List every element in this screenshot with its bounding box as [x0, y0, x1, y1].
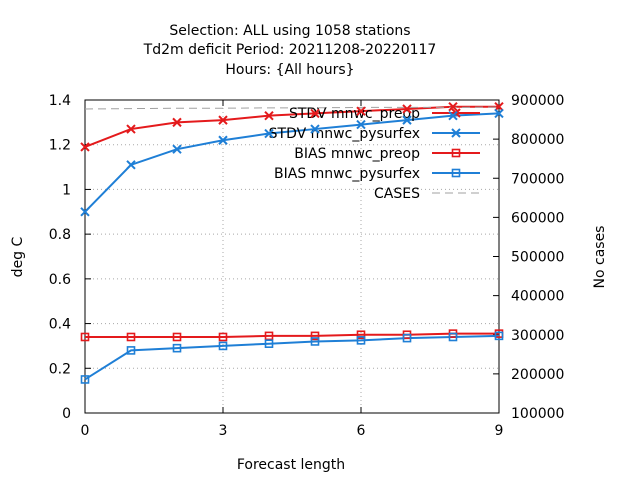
- data-point-1: [218, 135, 228, 145]
- y2-tick-label: 300000: [511, 328, 564, 344]
- y-tick-label: 0.6: [49, 272, 71, 288]
- data-point-3: [494, 331, 504, 341]
- data-point-0: [264, 110, 274, 121]
- data-point-3: [402, 333, 412, 343]
- data-point-3: [172, 343, 182, 353]
- y-tick-label: 0.2: [49, 361, 71, 377]
- data-point-2: [80, 332, 90, 342]
- data-point-0: [356, 106, 366, 116]
- data-point-0: [448, 102, 458, 112]
- chart-title-line-3: Hours: {All hours}: [225, 62, 354, 78]
- series-line-4: [84, 106, 500, 110]
- y2-tick-label: 600000: [511, 210, 564, 226]
- data-point-0: [402, 104, 412, 114]
- legend-label-4: CASES: [374, 186, 420, 202]
- data-point-3: [310, 337, 320, 346]
- data-point-3: [448, 332, 458, 342]
- y2-tick-label: 400000: [511, 289, 564, 305]
- legend-swatch-marker-1: [451, 128, 461, 138]
- y-tick-label: 1.4: [49, 93, 71, 109]
- data-point-1: [494, 108, 504, 119]
- data-point-3: [218, 341, 228, 351]
- y-axis-label: deg C: [10, 236, 26, 277]
- y2-tick-label: 500000: [511, 250, 564, 266]
- series-line-2: [85, 332, 499, 338]
- y2-axis-label: No cases: [592, 226, 608, 289]
- plot-frame: [84, 99, 500, 414]
- y-tick-label: 0.8: [49, 227, 71, 243]
- data-point-1: [172, 144, 182, 154]
- legend-label-2: BIAS mnwc_preop: [294, 146, 420, 162]
- y-tick-label: 1.2: [49, 138, 71, 154]
- data-point-1: [310, 124, 320, 134]
- x-axis-label: Forecast length: [237, 457, 345, 473]
- data-point-3: [126, 346, 136, 355]
- data-point-2: [218, 332, 228, 342]
- data-point-0: [80, 142, 90, 152]
- series-line-3: [84, 334, 500, 381]
- y2-tick-label: 100000: [511, 406, 564, 422]
- data-point-1: [356, 119, 366, 130]
- y-tick-label: 0.4: [49, 317, 71, 333]
- data-point-3: [264, 339, 274, 348]
- data-point-2: [264, 331, 274, 341]
- x-tick-label: 3: [219, 423, 228, 439]
- data-point-3: [80, 375, 90, 384]
- x-tick-label: 6: [357, 423, 366, 439]
- data-point-1: [264, 128, 274, 139]
- data-point-2: [126, 332, 136, 342]
- data-point-0: [172, 117, 182, 128]
- x-tick-label: 0: [81, 423, 90, 439]
- y2-tick-label: 800000: [511, 132, 564, 148]
- data-point-1: [402, 115, 412, 125]
- chart-title-line-2: Td2m deficit Period: 20211208-20220117: [143, 42, 437, 58]
- data-point-0: [310, 108, 320, 119]
- legend-swatch-marker-3: [451, 168, 461, 178]
- legend-label-3: BIAS mnwc_pysurfex: [274, 166, 420, 182]
- series-line-1: [84, 112, 500, 213]
- y2-tick-label: 700000: [511, 171, 564, 187]
- y2-tick-label: 900000: [511, 93, 564, 109]
- legend-label-1: STDV mnwc_pysurfex: [269, 126, 420, 142]
- data-point-2: [356, 330, 366, 340]
- data-point-2: [310, 331, 320, 341]
- data-point-1: [126, 160, 136, 170]
- data-point-1: [80, 207, 90, 217]
- y2-tick-label: 200000: [511, 367, 564, 383]
- data-point-0: [218, 115, 228, 125]
- x-tick-label: 9: [495, 423, 504, 439]
- legend-swatch-marker-2: [451, 148, 461, 158]
- data-point-1: [448, 110, 458, 121]
- data-point-0: [126, 124, 136, 134]
- data-point-3: [356, 336, 366, 345]
- legend-label-0: STDV mnwc_preop: [289, 106, 420, 122]
- chart-title-line-1: Selection: ALL using 1058 stations: [169, 23, 410, 39]
- y-tick-label: 0: [62, 406, 71, 422]
- y-tick-label: 1: [62, 182, 71, 198]
- data-point-2: [172, 332, 182, 342]
